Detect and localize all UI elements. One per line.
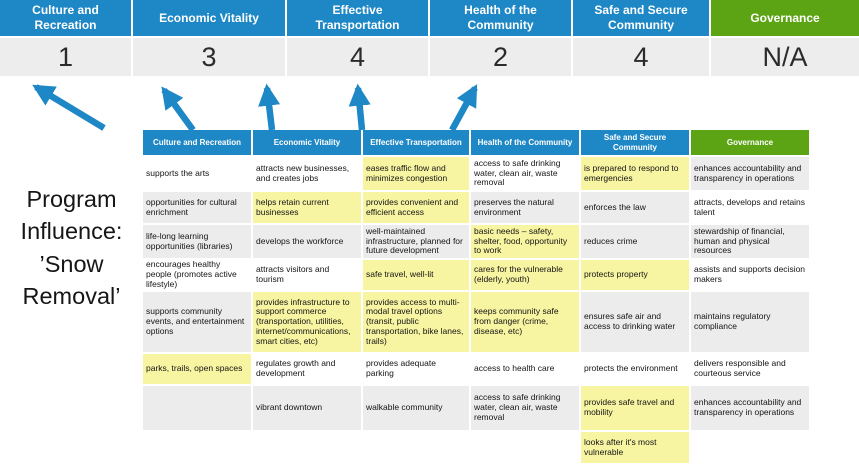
matrix-cell-r1-c1: supports the arts — [143, 157, 251, 190]
sb-header-effective-transportation: Effective Transportation — [287, 0, 428, 36]
matrix-cell-r2-c4: preserves the natural environment — [471, 192, 579, 223]
matrix-cell-r3-c2: develops the workforce — [253, 225, 361, 258]
matrix-cell-r3-c3: well-maintained infrastructure, planned … — [363, 225, 469, 258]
sb-score-culture-and-recreation: 1 — [0, 38, 131, 76]
matrix-cell-r1-c2: attracts new businesses, and creates job… — [253, 157, 361, 190]
matrix-cell-r5-c5: ensures safe air and access to drinking … — [581, 292, 689, 352]
matrix-cell-r5-c6: maintains regulatory compliance — [691, 292, 809, 352]
sb-score-effective-transportation: 4 — [287, 38, 428, 76]
influence-arrows — [32, 83, 478, 132]
matrix-cell-r5-c3: provides access to multi-modal travel op… — [363, 292, 469, 352]
matrix-cell-r8-c2 — [253, 432, 361, 463]
matrix-cell-r1-c3: eases traffic flow and minimizes congest… — [363, 157, 469, 190]
matrix-cell-r7-c6: enhances accountability and transparency… — [691, 386, 809, 430]
matrix-cell-r3-c5: reduces crime — [581, 225, 689, 258]
matrix-cell-r3-c4: basic needs – safety, shelter, food, opp… — [471, 225, 579, 258]
matrix-cell-r6-c6: delivers responsible and courteous servi… — [691, 354, 809, 384]
sb-header-culture-and-recreation: Culture and Recreation — [0, 0, 131, 36]
sb-score-economic-vitality: 3 — [133, 38, 285, 76]
scoreboard-scores: 1 3 4 2 4 N/A — [0, 38, 859, 76]
matrix-cell-r8-c1 — [143, 432, 251, 463]
matrix-cell-r8-c4 — [471, 432, 579, 463]
sb-score-governance: N/A — [711, 38, 859, 76]
matrix-header-governance: Governance — [691, 130, 809, 155]
influence-arrow-2 — [161, 86, 196, 132]
influence-arrow-5 — [449, 84, 478, 132]
matrix-cell-r2-c1: opportunities for cultural enrichment — [143, 192, 251, 223]
matrix-header-effective-transportation: Effective Transportation — [363, 130, 469, 155]
matrix-cell-r8-c6 — [691, 432, 809, 463]
matrix-cell-r7-c1 — [143, 386, 251, 430]
matrix-cell-r4-c6: assists and supports decision makers — [691, 260, 809, 290]
matrix-cell-r1-c4: access to safe drinking water, clean air… — [471, 157, 579, 190]
matrix-header-safe-and-secure-community: Safe and Secure Community — [581, 130, 689, 155]
matrix-cell-r6-c3: provides adequate parking — [363, 354, 469, 384]
matrix-cell-r7-c2: vibrant downtown — [253, 386, 361, 430]
matrix-cell-r4-c3: safe travel, well-lit — [363, 260, 469, 290]
matrix-cell-r6-c2: regulates growth and development — [253, 354, 361, 384]
matrix-cell-r2-c3: provides convenient and efficient access — [363, 192, 469, 223]
matrix-cell-r5-c1: supports community events, and entertain… — [143, 292, 251, 352]
matrix-cell-r1-c6: enhances accountability and transparency… — [691, 157, 809, 190]
matrix-cell-r8-c5: looks after it's most vulnerable — [581, 432, 689, 463]
matrix-headers: Culture and Recreation Economic Vitality E… — [143, 130, 809, 155]
matrix-cell-r6-c1: parks, trails, open spaces — [143, 354, 251, 384]
sb-score-safe-and-secure-community: 4 — [573, 38, 709, 76]
matrix-cell-r7-c5: provides safe travel and mobility — [581, 386, 689, 430]
matrix-cell-r1-c5: is prepared to respond to emergencies — [581, 157, 689, 190]
matrix-header-culture-and-recreation: Culture and Recreation — [143, 130, 251, 155]
matrix-header-economic-vitality: Economic Vitality — [253, 130, 361, 155]
sb-header-safe-and-secure-community: Safe and Secure Community — [573, 0, 709, 36]
influence-matrix: Culture and Recreation Economic Vitality E… — [143, 130, 809, 463]
influence-arrow-4 — [348, 83, 371, 131]
matrix-cell-r6-c5: protects the environment — [581, 354, 689, 384]
matrix-cell-r6-c4: access to health care — [471, 354, 579, 384]
matrix-cell-r8-c3 — [363, 432, 469, 463]
matrix-cell-r4-c1: encourages healthy people (promotes acti… — [143, 260, 251, 290]
matrix-cell-r4-c5: protects property — [581, 260, 689, 290]
matrix-cell-r2-c2: helps retain current businesses — [253, 192, 361, 223]
influence-arrow-3 — [258, 83, 281, 131]
sb-header-governance: Governance — [711, 0, 859, 36]
matrix-cell-r5-c4: keeps community safe from danger (crime,… — [471, 292, 579, 352]
sb-score-health-of-the-community: 2 — [430, 38, 571, 76]
matrix-body: supports the arts attracts new businesses… — [143, 157, 809, 463]
matrix-cell-r7-c4: access to safe drinking water, clean air… — [471, 386, 579, 430]
sb-header-economic-vitality: Economic Vitality — [133, 0, 285, 36]
matrix-cell-r4-c4: cares for the vulnerable (elderly, youth… — [471, 260, 579, 290]
matrix-cell-r4-c2: attracts visitors and tourism — [253, 260, 361, 290]
influence-arrow-1 — [32, 84, 106, 131]
matrix-cell-r3-c1: life-long learning opportunities (librar… — [143, 225, 251, 258]
matrix-cell-r5-c2: provides infrastructure to support comme… — [253, 292, 361, 352]
matrix-cell-r2-c6: attracts, develops and retains talent — [691, 192, 809, 223]
program-influence-title: Program Influence: ’Snow Removal’ — [20, 186, 123, 310]
matrix-cell-r2-c5: enforces the law — [581, 192, 689, 223]
matrix-cell-r7-c3: walkable community — [363, 386, 469, 430]
matrix-header-health-of-the-community: Health of the Community — [471, 130, 579, 155]
scoreboard-headers: Culture and Recreation Economic Vitality E… — [0, 0, 859, 36]
sb-header-health-of-the-community: Health of the Community — [430, 0, 571, 36]
matrix-cell-r3-c6: stewardship of financial, human and phys… — [691, 225, 809, 258]
